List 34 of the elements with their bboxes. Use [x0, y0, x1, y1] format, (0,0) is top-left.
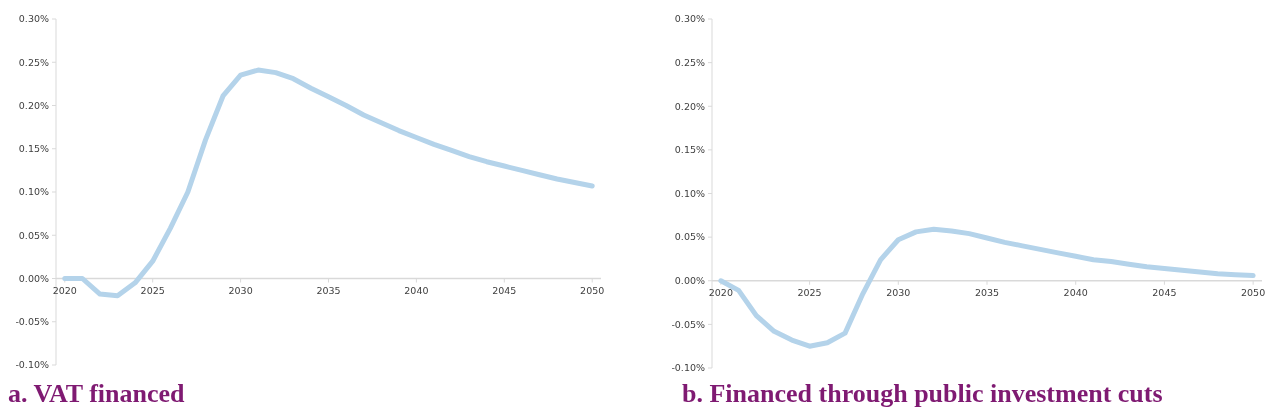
x-tick-label: 2040 — [1063, 286, 1088, 298]
x-tick-label: 2035 — [974, 286, 1000, 298]
y-tick-label: 0.05% — [674, 231, 705, 243]
y-tick-label: -0.10% — [15, 359, 49, 371]
x-tick-label: 2020 — [52, 284, 77, 296]
y-tick-label: 0.15% — [674, 144, 705, 156]
y-tick-label: 0.10% — [674, 187, 705, 199]
x-tick-label: 2050 — [580, 284, 605, 296]
y-tick-label: 0.00% — [18, 272, 49, 284]
x-tick-label: 2050 — [1241, 286, 1266, 298]
x-tick-label: 2045 — [492, 284, 517, 296]
x-tick-label: 2025 — [140, 284, 165, 296]
x-tick-label: 2045 — [1152, 286, 1177, 298]
y-tick-label: 0.25% — [18, 56, 49, 68]
x-tick-label: 2030 — [228, 284, 253, 296]
y-tick-label: 0.25% — [674, 56, 705, 68]
text: a. VAT financed — [8, 379, 186, 408]
y-tick-label: 0.05% — [18, 229, 49, 241]
y-tick-label: 0.30% — [18, 13, 49, 25]
y-tick-label: 0.20% — [18, 99, 49, 111]
y-tick-label: 0.20% — [674, 100, 705, 112]
x-tick-label: 2040 — [404, 284, 429, 296]
y-tick-label: -0.10% — [671, 362, 705, 374]
y-tick-label: -0.05% — [15, 316, 49, 328]
y-tick-label: -0.05% — [671, 318, 705, 330]
y-tick-label: 0.30% — [674, 13, 705, 25]
x-tick-label: 2030 — [886, 286, 911, 298]
y-tick-label: 0.10% — [18, 186, 49, 198]
y-tick-label: 0.15% — [18, 143, 49, 155]
x-tick-label: 2020 — [708, 286, 733, 298]
x-tick-label: 2035 — [316, 284, 341, 296]
y-tick-label: 0.00% — [674, 275, 705, 287]
x-tick-label: 2025 — [797, 286, 822, 298]
text: b. Financed through public investment cuts — [682, 379, 1163, 408]
